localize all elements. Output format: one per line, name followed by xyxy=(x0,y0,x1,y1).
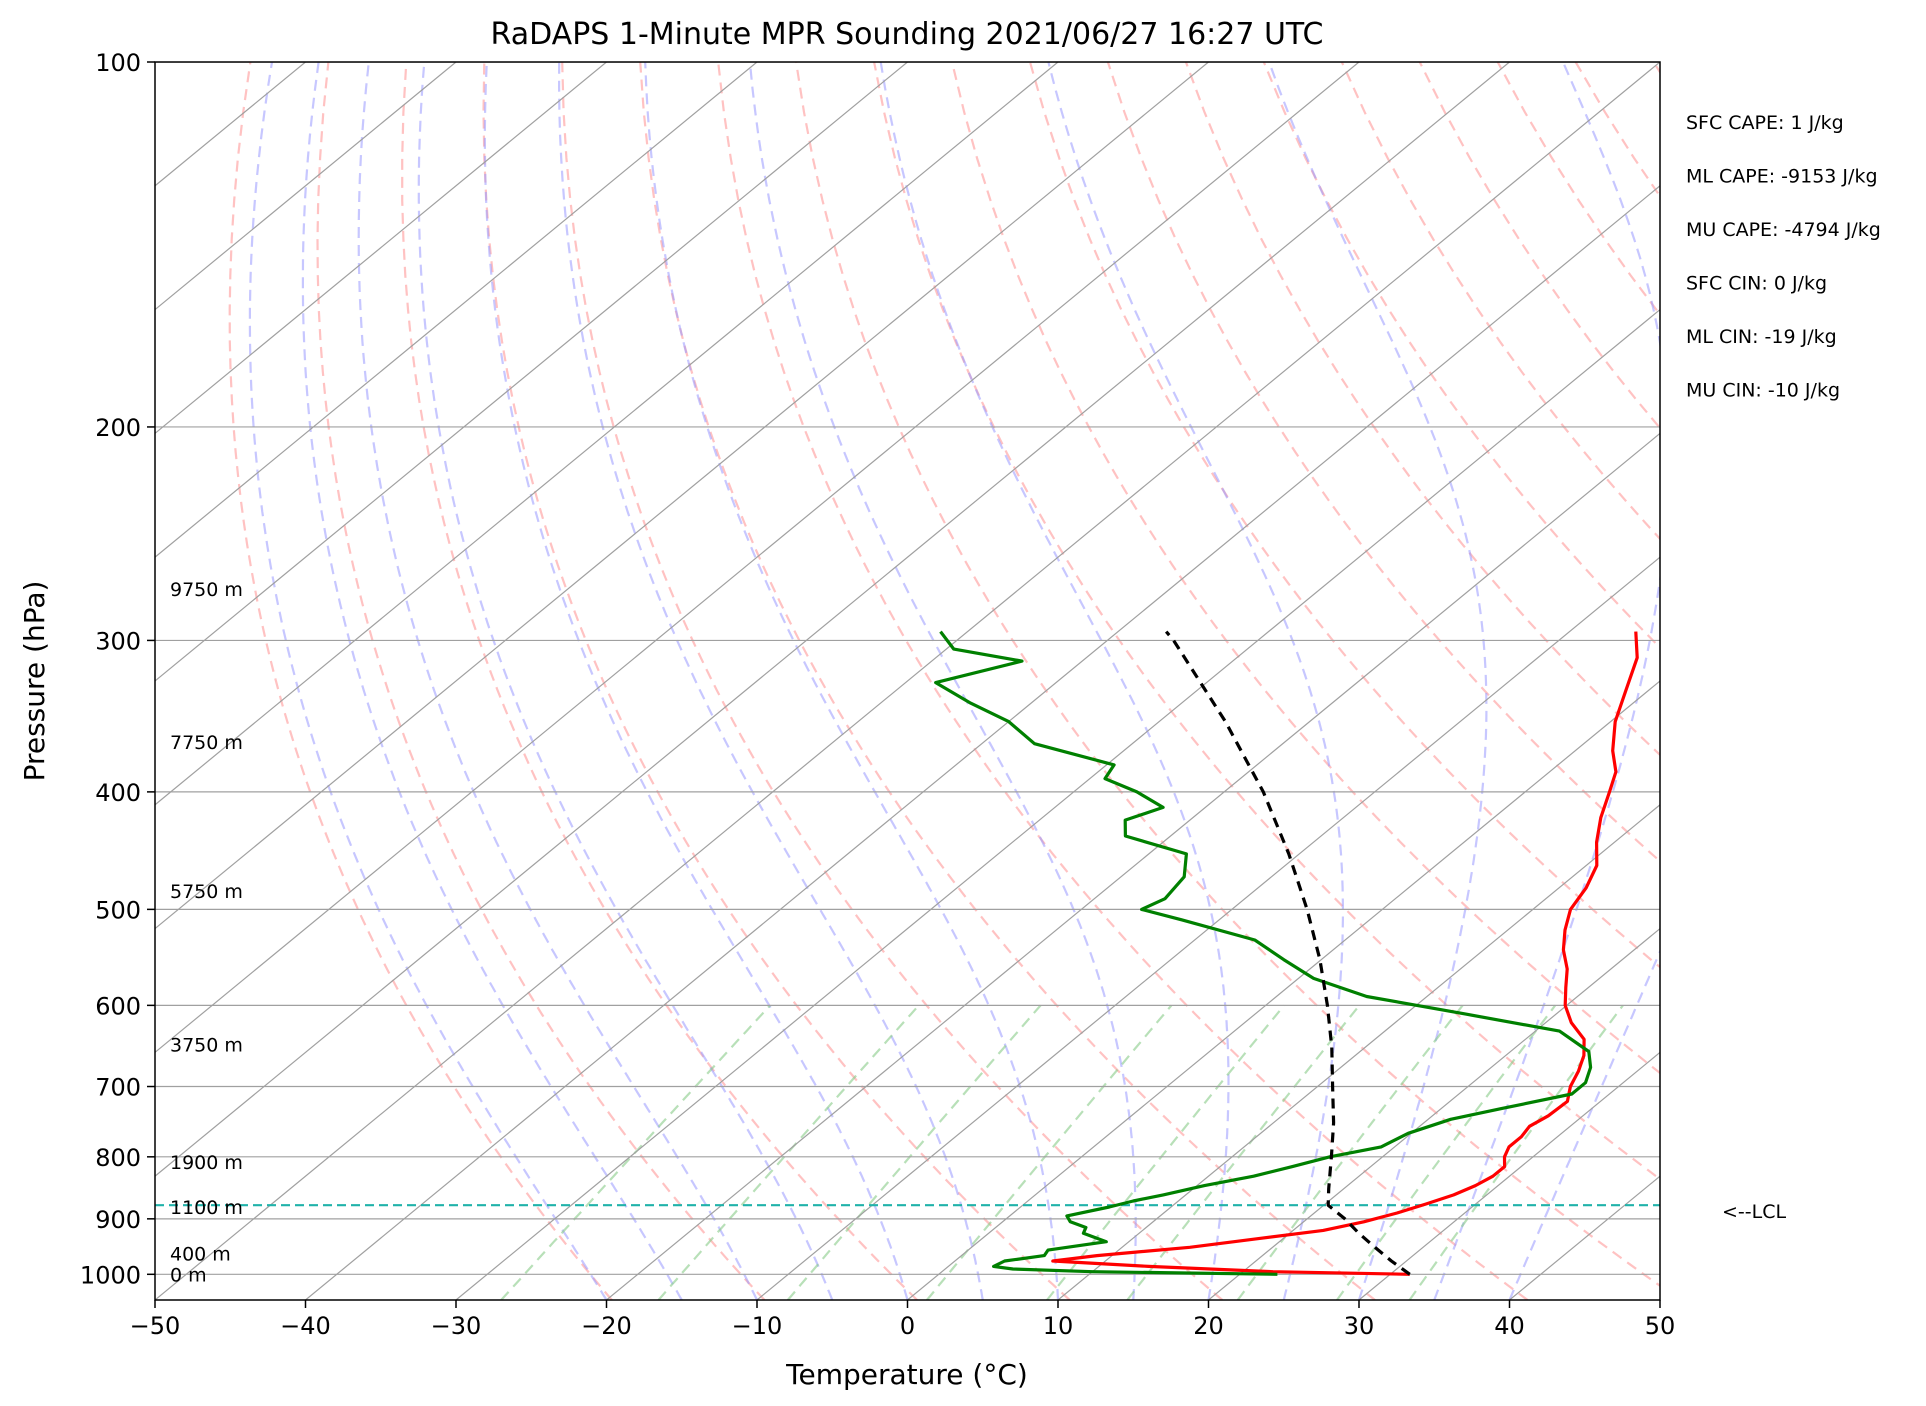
isotherm-line xyxy=(155,62,607,435)
x-tick-label: 50 xyxy=(1645,1312,1676,1340)
height-label: 5750 m xyxy=(170,881,243,903)
isotherm-line xyxy=(907,680,1660,1300)
moist-adiabat xyxy=(557,62,984,1300)
isotherm-line xyxy=(155,62,1360,1054)
height-labels: 9750 m 7750 m 5750 m 3750 m 1900 m 1100 m 400 … xyxy=(170,579,243,1287)
mixing-ratio-line xyxy=(926,1004,1173,1300)
moist-adiabat xyxy=(301,62,683,1300)
height-label: 400 m xyxy=(170,1243,231,1265)
y-axis-label: Pressure (hPa) xyxy=(18,581,51,782)
temperature-line xyxy=(1051,631,1639,1276)
y-tick-label: 300 xyxy=(95,627,141,655)
x-tick-label: 40 xyxy=(1494,1312,1525,1340)
parcel-stat: MU CAPE: -4794 J/kg xyxy=(1686,219,1881,241)
background-grid xyxy=(155,62,1926,1300)
height-label: 1900 m xyxy=(170,1152,243,1174)
dry-adiabat xyxy=(401,62,918,1300)
y-tick-label: 100 xyxy=(95,49,141,77)
x-tick-label: 10 xyxy=(1043,1312,1074,1340)
isotherm-line xyxy=(155,62,1209,930)
parcel-profile-line xyxy=(1164,630,1411,1276)
mixing-ratio-line xyxy=(1046,1004,1285,1300)
x-tick-label: −50 xyxy=(130,1312,181,1340)
height-label: 9750 m xyxy=(170,579,243,601)
isotherm-line xyxy=(1208,927,1660,1300)
isotherm-line xyxy=(455,308,1660,1300)
isotherm-line xyxy=(155,62,1660,1300)
moist-adiabat xyxy=(1047,62,1344,1300)
x-tick-label: −30 xyxy=(431,1312,482,1340)
moist-adiabat xyxy=(248,62,608,1300)
y-ticks: 100 200 300 400 500 600 700 800 900 1000 xyxy=(80,49,155,1289)
dry-adiabat xyxy=(1810,62,1926,1300)
moist-adiabat xyxy=(1268,62,1488,1300)
y-tick-label: 700 xyxy=(95,1074,141,1102)
moist-adiabat xyxy=(483,62,909,1300)
parcel-stat: SFC CIN: 0 J/kg xyxy=(1686,273,1827,295)
isotherm-line xyxy=(155,62,1510,1177)
dry-adiabat xyxy=(228,62,613,1300)
dewpoint-line xyxy=(934,630,1593,1276)
x-tick-label: 0 xyxy=(900,1312,915,1340)
dry-adiabat xyxy=(873,62,1660,1181)
y-tick-label: 200 xyxy=(95,414,141,442)
height-label: 7750 m xyxy=(170,732,243,754)
dry-adiabat xyxy=(950,62,1660,1075)
x-axis-label: Temperature (°C) xyxy=(785,1358,1028,1391)
height-label: 1100 m xyxy=(170,1197,243,1219)
y-tick-label: 500 xyxy=(95,896,141,924)
parcel-stat: ML CIN: -19 J/kg xyxy=(1686,326,1837,348)
data-series xyxy=(155,630,1660,1276)
mixing-ratio-line xyxy=(1126,1004,1361,1300)
dry-adiabat xyxy=(639,62,1376,1300)
isotherm-line xyxy=(305,185,1660,1300)
dry-adiabat xyxy=(795,62,1660,1288)
dry-adiabat xyxy=(482,62,1071,1300)
isotherm-line xyxy=(155,62,758,558)
isotherm-line xyxy=(1057,804,1660,1300)
x-tick-label: −40 xyxy=(280,1312,331,1340)
mixing-ratio-line xyxy=(1336,1004,1557,1300)
height-label: 0 m xyxy=(170,1264,207,1286)
mixing-ratio-line xyxy=(1236,1004,1464,1300)
x-tick-label: 20 xyxy=(1193,1312,1224,1340)
y-tick-label: 600 xyxy=(95,992,141,1020)
lcl-label: <--LCL xyxy=(1722,1201,1786,1223)
mixing-ratio-line xyxy=(786,1004,1042,1300)
y-tick-label: 400 xyxy=(95,779,141,807)
isotherm-line xyxy=(155,62,1059,806)
dry-adiabat xyxy=(316,62,766,1300)
x-tick-label: −10 xyxy=(732,1312,783,1340)
y-tick-label: 900 xyxy=(95,1206,141,1234)
height-label: 3750 m xyxy=(170,1034,243,1056)
mixing-ratio-line xyxy=(500,1004,771,1300)
chart-title: RaDAPS 1-Minute MPR Sounding 2021/06/27 … xyxy=(491,17,1324,52)
x-tick-label: 30 xyxy=(1344,1312,1375,1340)
mixing-ratio-line xyxy=(657,1004,920,1300)
parcel-stat: ML CAPE: -9153 J/kg xyxy=(1686,166,1878,188)
isotherm-line xyxy=(756,556,1660,1300)
parcel-stats: SFC CAPE: 1 J/kg ML CAPE: -9153 J/kg MU CA… xyxy=(1686,112,1881,402)
dry-adiabat xyxy=(1262,62,1660,650)
dry-adiabat xyxy=(1888,62,1926,1300)
isotherm-line xyxy=(1659,1299,1660,1300)
dry-adiabat xyxy=(1652,62,1660,75)
isotherm-line xyxy=(606,432,1660,1300)
parcel-stat: MU CIN: -10 J/kg xyxy=(1686,380,1840,402)
moist-adiabat xyxy=(1433,62,1660,1300)
y-tick-label: 800 xyxy=(95,1144,141,1172)
moist-adiabat xyxy=(644,62,1060,1300)
isotherm-line xyxy=(155,62,457,311)
y-tick-label: 1000 xyxy=(80,1261,141,1289)
x-ticks: −50 −40 −30 −20 −10 0 10 20 30 40 50 xyxy=(130,1300,1676,1340)
moist-adiabat xyxy=(1508,948,1660,1300)
x-tick-label: −20 xyxy=(581,1312,632,1340)
isotherm-line xyxy=(155,62,908,682)
parcel-stat: SFC CAPE: 1 J/kg xyxy=(1686,112,1844,134)
dry-adiabat xyxy=(561,62,1224,1300)
isotherm-line xyxy=(1358,1051,1660,1300)
moist-adiabat xyxy=(417,62,834,1300)
dry-adiabat xyxy=(1732,62,1926,1300)
